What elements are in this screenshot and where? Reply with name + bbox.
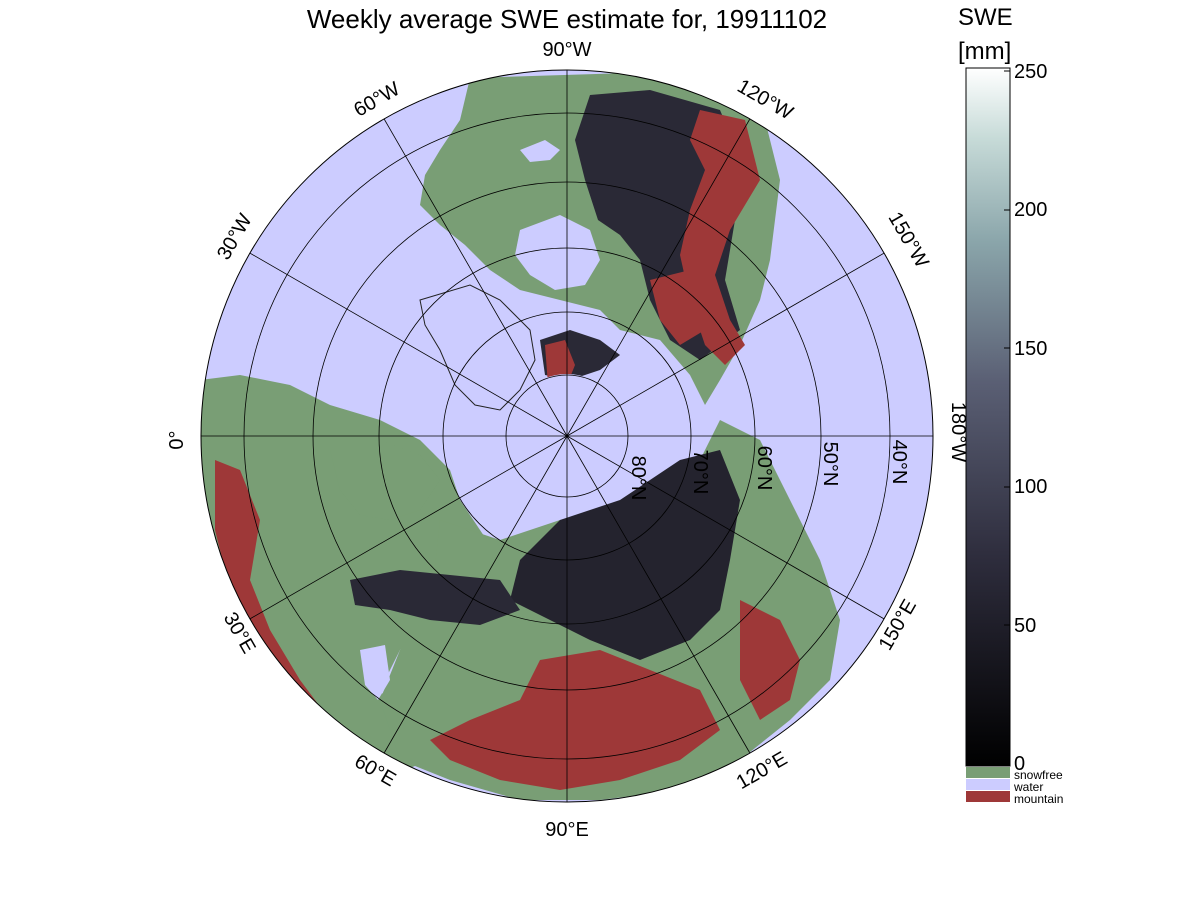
colorbar xyxy=(965,67,1011,767)
legend-label-mountain: mountain xyxy=(1014,792,1064,806)
legend-swatch-mountain xyxy=(966,791,1010,802)
colorbar-title-line2: [mm] xyxy=(958,38,1012,65)
colorbar-title-line1: SWE xyxy=(958,4,1013,31)
graticule xyxy=(201,70,933,802)
lon-label-90e: 90°E xyxy=(545,819,589,841)
land-greenland xyxy=(419,284,536,411)
lat-label-70n: 70°N xyxy=(689,450,711,495)
colorbar-tick-50: 50 xyxy=(1014,615,1037,637)
lat-label-50n: 50°N xyxy=(819,442,841,487)
legend-label-snowfree: snowfree xyxy=(1014,768,1063,782)
legend-swatch-snowfree xyxy=(966,767,1010,778)
colorbar-tick-100: 100 xyxy=(1014,476,1048,498)
caspian-sea xyxy=(360,645,390,700)
lon-label-0: 0° xyxy=(166,430,188,449)
colorbar-tick-150: 150 xyxy=(1014,338,1048,360)
colorbar-tick-250: 250 xyxy=(1014,61,1048,83)
mountain-central-asia xyxy=(430,650,720,790)
hudson-bay xyxy=(515,215,600,290)
lon-label-180w: 180°W xyxy=(947,402,969,462)
legend-swatch-water xyxy=(966,779,1010,790)
lon-label-90w: 90°W xyxy=(542,39,591,61)
scandinavia xyxy=(330,440,440,520)
snow-west-siberia xyxy=(350,570,520,625)
lon-label-150w: 150°W xyxy=(884,208,933,271)
map-boundary xyxy=(200,69,934,803)
colorbar-tick-0: 0 xyxy=(1014,753,1026,775)
mountain-alaska xyxy=(650,270,710,345)
lat-label-60n: 60°N xyxy=(753,446,775,491)
legend-label-water: water xyxy=(1014,780,1044,794)
mountain-east-asia xyxy=(740,600,800,720)
great-lakes xyxy=(520,140,560,162)
lat-label-80n: 80°N xyxy=(627,456,649,501)
figure-title: Weekly average SWE estimate for, 1991110… xyxy=(306,4,828,34)
colorbar-tick-200: 200 xyxy=(1014,199,1048,221)
lat-label-40n: 40°N xyxy=(888,440,910,485)
mountain-europe xyxy=(215,460,330,740)
